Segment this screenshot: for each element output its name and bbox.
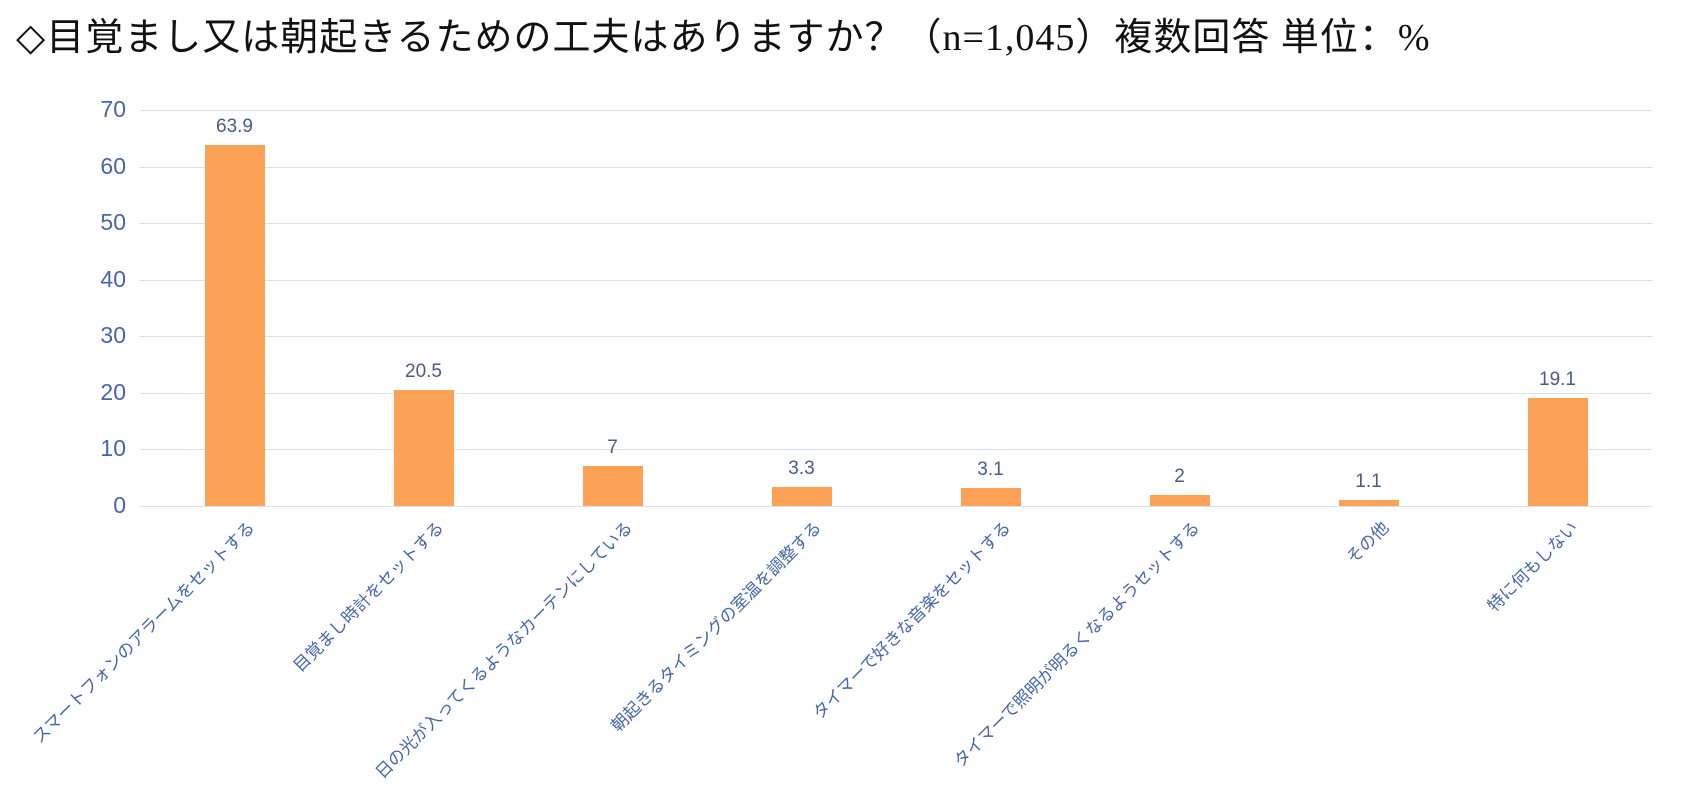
bar	[393, 390, 454, 506]
gridline	[140, 110, 1652, 111]
bar	[771, 487, 832, 506]
bar	[1527, 398, 1588, 506]
category-label: 朝起きるタイミングの室温を調整する	[607, 518, 825, 736]
y-tick-label: 70	[100, 96, 126, 122]
category-label: スマートフォンのアラームをセットする	[28, 518, 258, 748]
bar-value-label: 7	[607, 437, 618, 458]
y-tick-label: 60	[100, 152, 126, 179]
gridline	[140, 392, 1652, 394]
bar	[1338, 500, 1399, 506]
gridline	[140, 279, 1652, 281]
gridline	[140, 166, 1652, 168]
bar-value-label: 2	[1174, 466, 1185, 487]
y-tick-label: 50	[100, 209, 126, 236]
y-tick-label: 10	[100, 435, 126, 462]
bar-value-label: 1.1	[1355, 471, 1382, 492]
gridline	[140, 506, 1652, 507]
bar	[582, 466, 643, 506]
y-tick-label: 30	[100, 322, 126, 349]
gridline	[140, 449, 1652, 451]
chart-title: ◇目覚まし又は朝起きるための工夫はありますか？（n=1,045）複数回答 単位：…	[16, 17, 1431, 59]
gridline	[140, 223, 1652, 225]
category-label: 目覚まし時計をセットする	[289, 518, 447, 676]
y-tick-label: 20	[100, 378, 126, 405]
bar-value-label: 63.9	[216, 116, 253, 137]
bar	[1149, 495, 1210, 506]
y-tick-label: 40	[100, 265, 126, 292]
bar-value-label: 3.3	[788, 458, 815, 479]
gridline	[140, 336, 1652, 338]
bar	[204, 145, 265, 506]
y-tick-label: 0	[113, 492, 126, 518]
bar	[960, 488, 1021, 506]
bar-value-label: 3.1	[977, 459, 1004, 480]
bar-value-label: 19.1	[1539, 369, 1576, 390]
bar-value-label: 20.5	[405, 361, 442, 382]
category-label: その他	[1342, 518, 1392, 568]
category-label: タイマーで好きな音楽をセットする	[808, 518, 1014, 724]
category-label: 特に何もしない	[1483, 518, 1581, 616]
